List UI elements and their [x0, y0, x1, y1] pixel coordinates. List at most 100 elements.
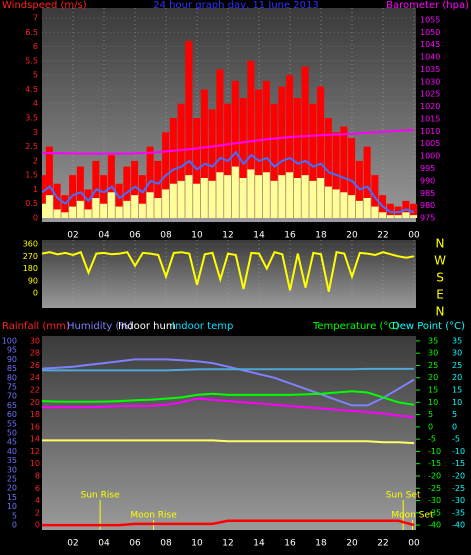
y2-tick-label: -10	[428, 447, 441, 456]
y-tick-label: 35	[7, 456, 17, 465]
y-tick-label: 180	[23, 264, 38, 273]
y2-tick-label: -35	[428, 508, 441, 517]
y-tick-label: 1	[33, 185, 38, 194]
y4-tick-label: -40	[452, 521, 465, 530]
y-tick-label: 5	[33, 71, 38, 80]
y2-tick-label: 35	[428, 336, 438, 345]
y2-tick-label: -15	[428, 459, 441, 468]
x-tick-label: 20	[346, 231, 358, 241]
y-tick-label: 2.5	[25, 142, 38, 151]
y4-tick-label: 30	[452, 349, 462, 358]
wind-bar	[146, 192, 154, 218]
y4-tick-label: -5	[452, 435, 460, 444]
wind-bar	[216, 69, 224, 218]
wind-bar	[42, 175, 50, 218]
x-tick-label: 10	[191, 539, 203, 549]
y-tick-label: 30	[7, 465, 17, 474]
wind-bar	[363, 198, 371, 218]
y2-tick-label: 1015	[420, 114, 440, 123]
compass-label: W	[434, 254, 446, 268]
plot-area	[42, 336, 416, 530]
y-tick-label: 0	[33, 214, 38, 223]
y2-tick-label: -20	[428, 471, 441, 480]
wind-bar	[278, 86, 286, 218]
y4-tick-label: -10	[452, 447, 465, 456]
wind-bar	[270, 103, 278, 218]
y4-tick-label: -25	[452, 484, 465, 493]
wind-bar	[107, 192, 115, 218]
plot-area	[42, 240, 416, 308]
series-line	[41, 128, 415, 155]
y2-axis-title: Barometer (hpa)	[386, 0, 469, 11]
compass-label: N	[436, 305, 445, 319]
wind-bar	[324, 118, 332, 218]
compass-label: N	[436, 237, 445, 251]
x-tick-label: 08	[160, 231, 172, 241]
wind-bar	[301, 66, 309, 218]
y-tick-label: 3	[33, 128, 38, 137]
y4-tick-label: -35	[452, 508, 465, 517]
wind-bar	[394, 215, 402, 218]
y-tick-label: 45	[7, 438, 17, 447]
compass-label: S	[436, 271, 444, 285]
wind-bar	[177, 180, 185, 218]
x-tick-label: 18	[315, 231, 327, 241]
y3-tick-label: 20	[30, 398, 40, 407]
y4-tick-label: 20	[452, 373, 462, 382]
x-tick-label: 16	[284, 539, 296, 549]
wind-bar	[45, 146, 53, 218]
wind-bar	[309, 180, 317, 218]
y2-tick-label: 1040	[420, 53, 440, 62]
series-line	[41, 358, 415, 407]
wind-bar	[247, 169, 255, 218]
wind-bar	[45, 195, 53, 218]
legend-label: Rainfall (mm)	[2, 321, 70, 332]
y2-tick-label: 980	[420, 201, 435, 210]
wind-bar	[69, 206, 77, 218]
wind-bar	[100, 175, 108, 218]
x-tick-label: 14	[253, 231, 265, 241]
wind-bar	[154, 198, 162, 218]
y3-tick-label: 10	[30, 459, 40, 468]
wind-bar	[53, 209, 61, 218]
y-tick-label: 75	[7, 382, 17, 391]
y3-tick-label: 30	[30, 336, 40, 345]
wind-bar	[185, 175, 193, 218]
wind-bar	[239, 98, 247, 218]
wind-bar	[231, 166, 239, 218]
wind-bar	[208, 109, 216, 218]
y4-tick-label: 10	[452, 398, 462, 407]
x-tick-label: 18	[315, 539, 327, 549]
wind-bar	[185, 40, 193, 218]
wind-bar	[309, 103, 317, 218]
y2-tick-label: 15	[428, 386, 438, 395]
annotation: Sun Rise	[81, 491, 120, 501]
y4-tick-label: -30	[452, 496, 465, 505]
y2-tick-label: 20	[428, 373, 438, 382]
y-tick-label: 0	[33, 289, 38, 298]
y2-tick-label: 1050	[420, 28, 440, 37]
y-tick-label: 4.5	[25, 85, 38, 94]
y3-tick-label: 16	[30, 422, 40, 431]
wind-bar	[162, 189, 170, 218]
wind-bar	[92, 198, 100, 218]
wind-bar	[286, 172, 294, 218]
y2-tick-label: 990	[420, 176, 435, 185]
wind-bar	[61, 195, 69, 218]
y-tick-label: 50	[7, 429, 17, 438]
y-tick-label: 90	[28, 276, 38, 285]
y2-tick-label: 30	[428, 349, 438, 358]
wind-bar	[231, 80, 239, 218]
y3-tick-label: 26	[30, 361, 40, 370]
wind-bar	[76, 200, 84, 218]
wind-bar	[200, 89, 208, 218]
wind-bar	[53, 183, 61, 218]
y2-tick-label: -25	[428, 484, 441, 493]
x-tick-label: 20	[346, 539, 358, 549]
y2-tick-label: 0	[428, 422, 433, 431]
x-tick-label: 12	[222, 539, 233, 549]
y2-tick-label: 1010	[420, 127, 440, 136]
wind-bar	[169, 118, 177, 218]
y-tick-label: 25	[7, 475, 17, 484]
wind-bar	[402, 212, 410, 218]
